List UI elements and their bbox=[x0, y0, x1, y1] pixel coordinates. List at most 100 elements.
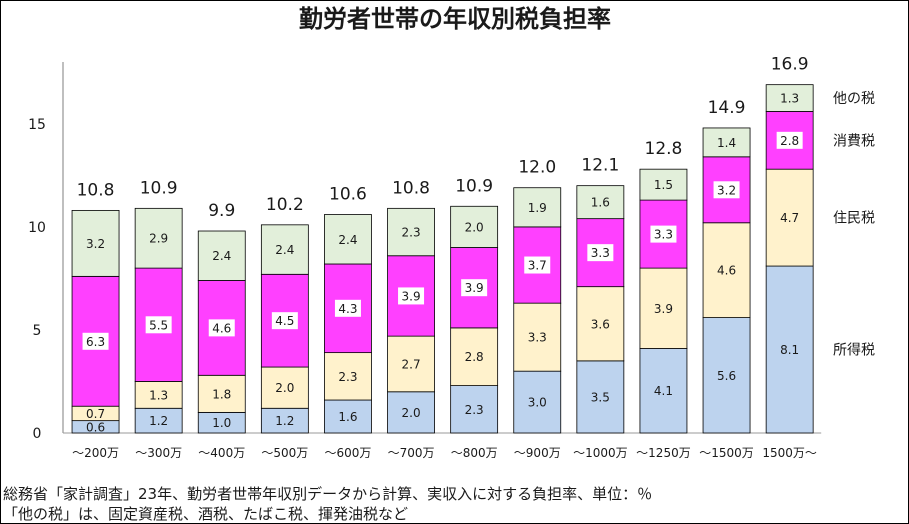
bar-stack: 8.1 4.7 2.8 1.3 16.9 bbox=[765, 55, 814, 434]
data-label-income-tax: 4.1 bbox=[654, 384, 673, 398]
other-tax-note: 「他の税」は、固定資産税、酒税、たばこ税、揮発油税など bbox=[3, 505, 408, 523]
category-label: ～1250万 bbox=[636, 446, 691, 460]
bar-stack: 1.2 1.3 5.5 2.9 10.9 bbox=[134, 178, 183, 434]
data-label-resident-tax: 3.6 bbox=[591, 317, 610, 331]
data-label-other-tax: 2.4 bbox=[338, 233, 357, 247]
bar-segment-other-tax bbox=[387, 207, 435, 257]
category-label: ～200万 bbox=[72, 446, 119, 460]
data-label-income-tax: 2.0 bbox=[402, 406, 421, 420]
data-label-other-tax: 2.4 bbox=[212, 249, 231, 263]
data-label-consumption-tax: 3.7 bbox=[528, 259, 547, 273]
total-label: 12.0 bbox=[518, 158, 556, 178]
legend-label-other-tax: 他の税 bbox=[833, 91, 875, 107]
data-label-consumption-tax: 2.8 bbox=[780, 134, 799, 148]
chart-title: 勤労者世帯の年収別税負担率 bbox=[299, 5, 611, 33]
legend-label-income-tax: 所得税 bbox=[833, 342, 875, 359]
bar-stack: 1.0 1.8 4.6 2.4 9.9 bbox=[197, 201, 246, 434]
bar-segment-income-tax bbox=[324, 399, 372, 434]
data-label-consumption-tax: 3.9 bbox=[402, 289, 421, 303]
data-label-box bbox=[776, 131, 803, 149]
data-label-box bbox=[524, 256, 551, 274]
data-label-other-tax: 1.4 bbox=[717, 136, 736, 150]
total-label: 14.9 bbox=[708, 98, 746, 118]
bar-stack: 0.60.7 6.3 3.2 10.8 bbox=[71, 180, 120, 434]
bar-stack: 2.3 2.8 3.9 2.0 10.9 bbox=[450, 176, 499, 434]
plot-area: 0510150.60.76.33.210.8～200万1.21.35.52.91… bbox=[28, 55, 875, 460]
data-label-other-tax: 1.5 bbox=[654, 178, 673, 192]
data-label-consumption-tax: 3.3 bbox=[654, 228, 673, 242]
total-label: 12.8 bbox=[645, 139, 683, 159]
total-label: 10.8 bbox=[77, 180, 115, 200]
bar-stack: 4.1 3.9 3.3 1.5 12.8 bbox=[639, 139, 688, 434]
bar-segment-other-tax bbox=[639, 168, 688, 201]
bar-segment-other-tax bbox=[450, 205, 499, 248]
data-label-box bbox=[82, 332, 109, 350]
data-label-consumption-tax: 5.5 bbox=[149, 318, 168, 332]
data-label-consumption-tax: 3.3 bbox=[591, 246, 610, 260]
total-label: 10.9 bbox=[140, 178, 178, 198]
data-label-consumption-tax: 4.5 bbox=[275, 314, 294, 328]
data-label-income-tax: 3.5 bbox=[591, 390, 610, 404]
category-label: ～900万 bbox=[514, 446, 561, 460]
data-label-box bbox=[334, 299, 361, 317]
bar-segment-resident-tax bbox=[387, 335, 435, 393]
data-label-consumption-tax: 3.2 bbox=[717, 183, 736, 197]
data-label-box bbox=[461, 279, 488, 297]
data-label-other-tax: 3.2 bbox=[86, 237, 105, 251]
data-label-income-tax: 1.2 bbox=[275, 414, 294, 428]
bar-segment-resident-tax bbox=[324, 352, 372, 401]
bar-segment-resident-tax bbox=[576, 286, 625, 362]
data-label-income-tax: 0.6 bbox=[86, 420, 105, 434]
bar-stack: 3.0 3.3 3.7 1.9 12.0 bbox=[513, 158, 562, 434]
source-note: 総務省「家計調査」23年、勤労者世帯年収別データから計算、実収入に対する負担率、… bbox=[3, 485, 652, 503]
bar-segment-other-tax bbox=[197, 230, 246, 281]
data-label-resident-tax: 2.8 bbox=[465, 350, 484, 364]
data-label-income-tax: 3.0 bbox=[528, 396, 547, 410]
data-label-other-tax: 2.3 bbox=[402, 226, 421, 240]
bar-segment-resident-tax bbox=[765, 168, 814, 267]
data-label-box bbox=[650, 225, 677, 243]
total-label: 16.9 bbox=[771, 55, 809, 75]
data-label-income-tax: 5.6 bbox=[717, 369, 736, 383]
data-label-resident-tax: 2.3 bbox=[338, 370, 357, 384]
bar-segment-resident-tax bbox=[513, 302, 562, 372]
legend-label-consumption-tax: 消費税 bbox=[833, 133, 875, 149]
category-label: ～1000万 bbox=[573, 446, 628, 460]
bar-segment-other-tax bbox=[71, 209, 120, 277]
data-label-box bbox=[145, 316, 172, 334]
data-label-other-tax: 2.0 bbox=[465, 220, 484, 234]
category-label: 1500万～ bbox=[762, 446, 817, 460]
total-label: 9.9 bbox=[208, 201, 235, 221]
category-label: ～300万 bbox=[135, 446, 182, 460]
data-label-income-tax: 1.0 bbox=[212, 416, 231, 430]
data-label-other-tax: 1.3 bbox=[780, 92, 799, 106]
data-label-resident-tax: 0.7 bbox=[86, 407, 105, 421]
total-label: 10.8 bbox=[392, 178, 430, 198]
total-label: 10.9 bbox=[455, 176, 493, 196]
y-tick-label: 5 bbox=[33, 323, 42, 339]
data-label-other-tax: 2.4 bbox=[275, 243, 294, 257]
data-label-box bbox=[271, 312, 298, 330]
bar-segment-income-tax bbox=[260, 407, 309, 434]
bar-segment-other-tax bbox=[260, 224, 309, 275]
bar-segment-other-tax bbox=[324, 214, 372, 265]
data-label-box bbox=[398, 287, 425, 305]
bar-stack: 1.2 2.0 4.5 2.4 10.2 bbox=[260, 195, 309, 434]
data-label-income-tax: 1.2 bbox=[149, 414, 168, 428]
data-label-consumption-tax: 4.3 bbox=[338, 302, 357, 316]
bar-segment-income-tax bbox=[702, 317, 751, 434]
data-label-other-tax: 2.9 bbox=[149, 232, 168, 246]
legend-label-resident-tax: 住民税 bbox=[833, 211, 875, 227]
data-label-box bbox=[587, 244, 614, 262]
data-label-box bbox=[713, 181, 740, 199]
category-label: ～400万 bbox=[198, 446, 245, 460]
bar-segment-income-tax bbox=[387, 391, 435, 434]
data-label-resident-tax: 3.9 bbox=[654, 302, 673, 316]
bar-segment-other-tax bbox=[765, 84, 814, 112]
category-label: ～700万 bbox=[388, 446, 435, 460]
data-label-income-tax: 2.3 bbox=[465, 403, 484, 417]
bar-stack: 5.6 4.6 3.2 1.4 14.9 bbox=[702, 98, 751, 434]
total-label: 10.2 bbox=[266, 195, 304, 215]
data-label-income-tax: 8.1 bbox=[780, 343, 799, 357]
bar-segment-other-tax bbox=[576, 185, 625, 220]
